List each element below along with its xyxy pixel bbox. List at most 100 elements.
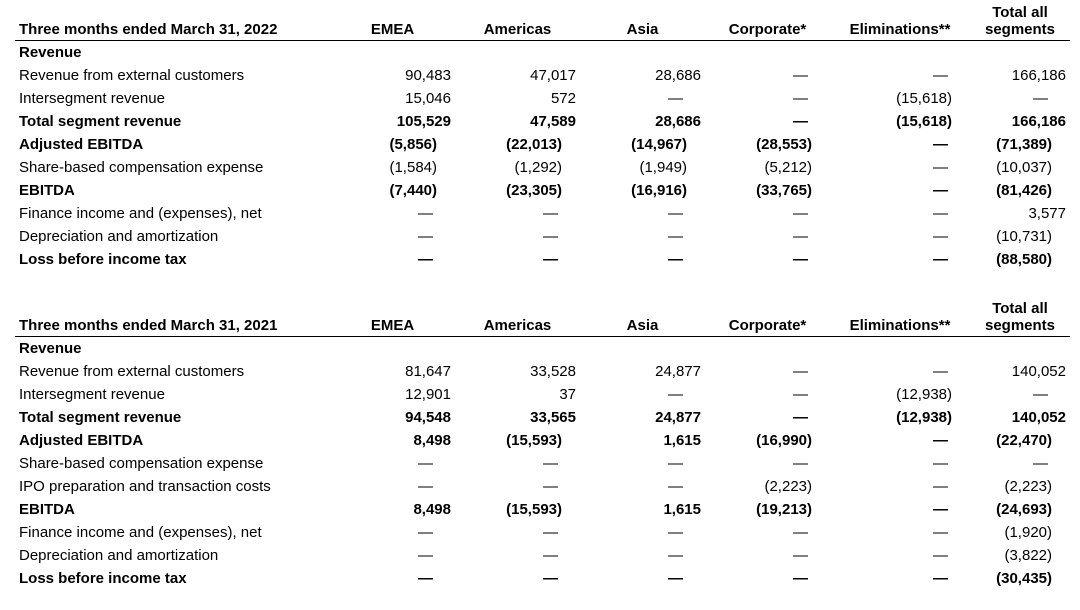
table-cell: — [933,363,948,380]
table-row: IPO preparation and transaction costs — — —… [15,475,1070,498]
column-header: Asia [580,4,705,41]
table-row: Finance income and (expenses), net — — — — — (… [15,521,1070,544]
table-cell: — [668,570,683,587]
table-cell: (5,212) [764,159,812,176]
table-cell: — [793,547,808,564]
row-label: Adjusted EBITDA [19,432,144,449]
table-cell [830,41,970,65]
table-cell [580,41,705,65]
table-cell: 24,877 [655,409,701,426]
table-row: Loss before income tax — — — — — (88,580) [15,248,1070,271]
table-cell: (16,990) [756,432,812,449]
table-cell: — [668,90,683,107]
column-header: Americas [455,300,580,337]
row-label: Total segment revenue [19,113,182,130]
table-cell: 28,686 [655,113,701,130]
table-cell: — [793,113,808,130]
table-cell: 81,647 [405,363,451,380]
table-cell: — [793,455,808,472]
table-cell: 140,052 [1011,363,1066,380]
row-label: Loss before income tax [19,251,187,268]
table-cell: 47,589 [530,113,576,130]
table-row: Total segment revenue 94,548 33,565 24,877 —… [15,406,1070,429]
table-cell: — [418,547,433,564]
table-row: Adjusted EBITDA (5,856) (22,013) (14,967) (2… [15,133,1070,156]
row-label: Revenue from external customers [19,67,245,84]
table-cell: (15,593) [506,501,562,518]
table-cell [830,337,970,361]
table-cell: 37 [559,386,576,403]
table-cell: (24,693) [996,501,1052,518]
table-cell: — [933,524,948,541]
table-cell: (15,593) [506,432,562,449]
row-label: Adjusted EBITDA [19,136,144,153]
table-cell: — [793,67,808,84]
table-cell: — [418,524,433,541]
table-row: Intersegment revenue 12,901 37 — — (12,938) — [15,383,1070,406]
table-cell: (1,292) [514,159,562,176]
table-row: Revenue [15,41,1070,65]
table-cell: — [543,455,558,472]
table-cell: — [933,547,948,564]
table-cell [455,337,580,361]
table-cell [970,337,1070,361]
table-cell: (1,949) [639,159,687,176]
column-header-line: segments [984,317,1056,334]
table-cell: (15,618) [896,90,952,107]
row-label: EBITDA [19,501,75,518]
table-cell: — [933,455,948,472]
table-cell: — [1033,455,1048,472]
table-cell: — [418,228,433,245]
column-header: Americas [455,4,580,41]
table-cell: — [933,501,948,518]
column-header-total: Total all segments [970,300,1070,337]
table-cell: — [668,455,683,472]
table-cell: 94,548 [405,409,451,426]
table-cell: (30,435) [996,570,1052,587]
row-label: Share-based compensation expense [19,455,264,472]
row-label: Intersegment revenue [19,90,165,107]
table-row: Adjusted EBITDA 8,498 (15,593) 1,615 (16,990… [15,429,1070,452]
table-cell: 12,901 [405,386,451,403]
table-cell [705,41,830,65]
period-header: Three months ended March 31, 2021 [15,300,330,337]
table-cell [705,337,830,361]
column-header-line: Total all [992,4,1048,21]
table-cell: (71,389) [996,136,1052,153]
table-cell: — [793,363,808,380]
table-cell [330,337,455,361]
table-cell: (10,037) [996,159,1052,176]
table-cell: — [793,409,808,426]
table-cell: 28,686 [655,67,701,84]
row-label: Revenue [19,44,82,61]
table-cell: — [793,524,808,541]
table-cell: 8,498 [413,501,451,518]
table-cell: — [418,251,433,268]
table-cell: (23,305) [506,182,562,199]
table-row: Depreciation and amortization — — — — — (3,822… [15,544,1070,567]
table-cell [970,41,1070,65]
column-header: Asia [580,300,705,337]
table-cell: (81,426) [996,182,1052,199]
table-cell: — [668,547,683,564]
row-label: IPO preparation and transaction costs [19,478,271,495]
column-header: Corporate* [705,300,830,337]
table-cell [455,41,580,65]
table-cell: — [793,251,808,268]
header-row: Three months ended March 31, 2021 EMEA Ame… [15,300,1070,337]
table-cell: (22,013) [506,136,562,153]
segment-table-2022: Three months ended March 31, 2022 EMEA Ame… [15,4,1070,271]
table-cell: (12,938) [896,409,952,426]
row-label: Depreciation and amortization [19,547,219,564]
table-cell: — [668,478,683,495]
table-cell: 572 [550,90,576,107]
table-cell: (19,213) [756,501,812,518]
table-row: Revenue from external customers 81,647 33,… [15,360,1070,383]
table-cell: 8,498 [413,432,451,449]
table-cell: — [543,205,558,222]
table-cell: — [933,432,948,449]
table-row: Share-based compensation expense — — — — — — [15,452,1070,475]
table-cell [580,337,705,361]
table-cell: 1,615 [663,432,701,449]
